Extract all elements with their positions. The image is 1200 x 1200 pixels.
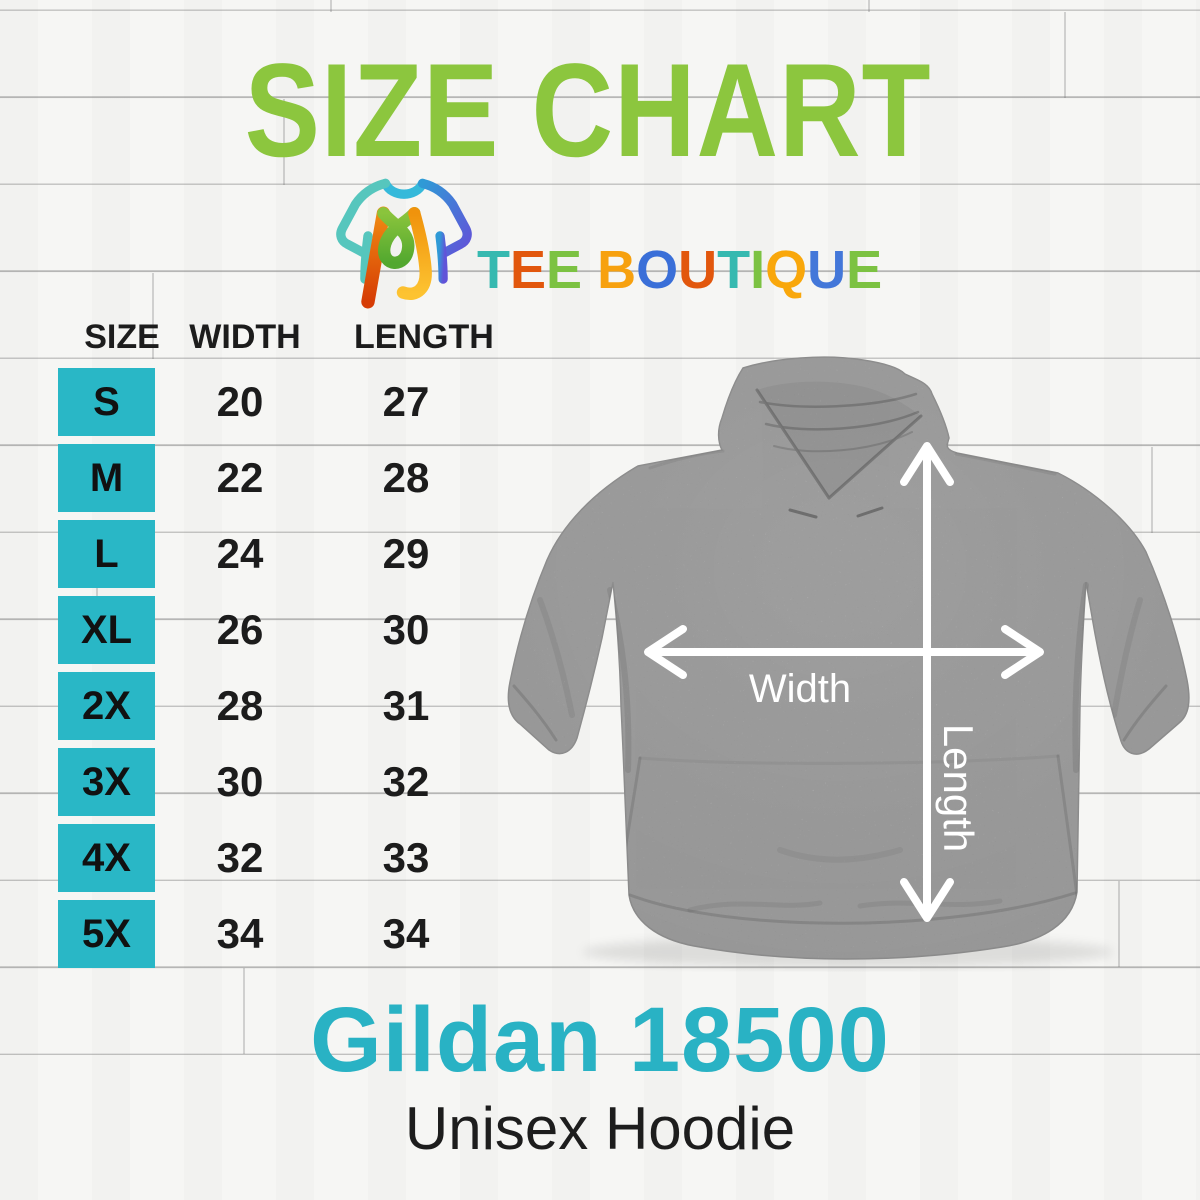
width-cell: 26 [216,606,264,653]
size-cell: 3X [58,748,155,816]
monogram-j-stroke [396,207,432,300]
header-width: WIDTH [189,318,301,356]
brand-wordmark: TEE BOUTIQUE [477,240,882,300]
hoodie-diagram: Width Length [480,350,1200,975]
width-cell: 28 [216,682,264,729]
tshirt-left-sleeve [336,178,391,257]
size-table-body: S 20 27 M 22 28 L 24 29 XL 26 30 2X 28 3… [58,368,498,968]
plank-seam [1151,447,1153,533]
length-cell: 30 [382,606,430,653]
brand-letter: E [510,240,547,300]
size-cell: 5X [58,900,155,968]
width-cell: 32 [216,834,264,881]
table-row: 4X 32 33 [58,824,498,892]
length-cell: 34 [382,910,430,957]
header-length: LENGTH [354,318,494,356]
brand-letter: U [807,240,847,300]
tshirt-right-side [435,231,448,284]
size-cell: XL [58,596,155,664]
table-row: M 22 28 [58,444,498,512]
table-row: 3X 30 32 [58,748,498,816]
plank-seam [283,99,285,185]
brand-letter: T [477,240,510,300]
header-size: SIZE [84,318,160,356]
tshirt-left-side [360,231,373,284]
hoodie-garment [507,356,1190,960]
size-cell: L [58,520,155,588]
monogram-m-loop-stroke [377,207,421,269]
size-table-header: SIZE WIDTH LENGTH [58,315,498,359]
size-cell: M [58,444,155,512]
length-cell: 32 [382,758,430,805]
length-cell: 29 [382,530,430,577]
plank-seam [1064,12,1066,98]
table-row: 5X 34 34 [58,900,498,968]
length-cell: 31 [382,682,430,729]
length-label: Length [935,724,982,852]
brand-letter [582,240,597,300]
brand-logo-icon [336,178,472,309]
table-row: L 24 29 [58,520,498,588]
table-row: 2X 28 31 [58,672,498,740]
table-row: XL 26 30 [58,596,498,664]
width-cell: 24 [216,530,264,577]
width-cell: 20 [216,378,264,425]
brand-letter: E [546,240,583,300]
size-cell: 4X [58,824,155,892]
brand-letter: I [750,240,766,300]
plank-seam [152,273,154,359]
page-title: SIZE CHART [244,37,932,185]
size-cell: 2X [58,672,155,740]
plank-seam [330,0,332,12]
width-cell: 30 [216,758,264,805]
brand-letter: Q [765,240,808,300]
plank-seam [868,0,870,12]
brand-letter: E [846,240,883,300]
product-subtitle: Unisex Hoodie [404,1095,796,1162]
size-cell: S [58,368,155,436]
hoodie-image: Width Length [507,356,1190,968]
brand-letter: O [636,240,679,300]
monogram-m-left-stroke [361,206,391,309]
brand-letter: B [597,240,637,300]
brand-letter: U [678,240,718,300]
plank-seam [243,968,245,1054]
length-cell: 28 [382,454,430,501]
length-cell: 33 [382,834,430,881]
width-cell: 22 [216,454,264,501]
plank-seam [1118,881,1120,967]
tshirt-collar [380,178,428,199]
product-name: Gildan 18500 [310,989,890,1091]
width-cell: 34 [216,910,264,957]
length-arrow [900,442,954,922]
width-arrow [644,625,1044,679]
length-cell: 27 [382,378,430,425]
table-row: S 20 27 [58,368,498,436]
tshirt-right-sleeve [417,178,472,257]
brand-letter: T [717,240,751,300]
width-label: Width [749,667,851,711]
